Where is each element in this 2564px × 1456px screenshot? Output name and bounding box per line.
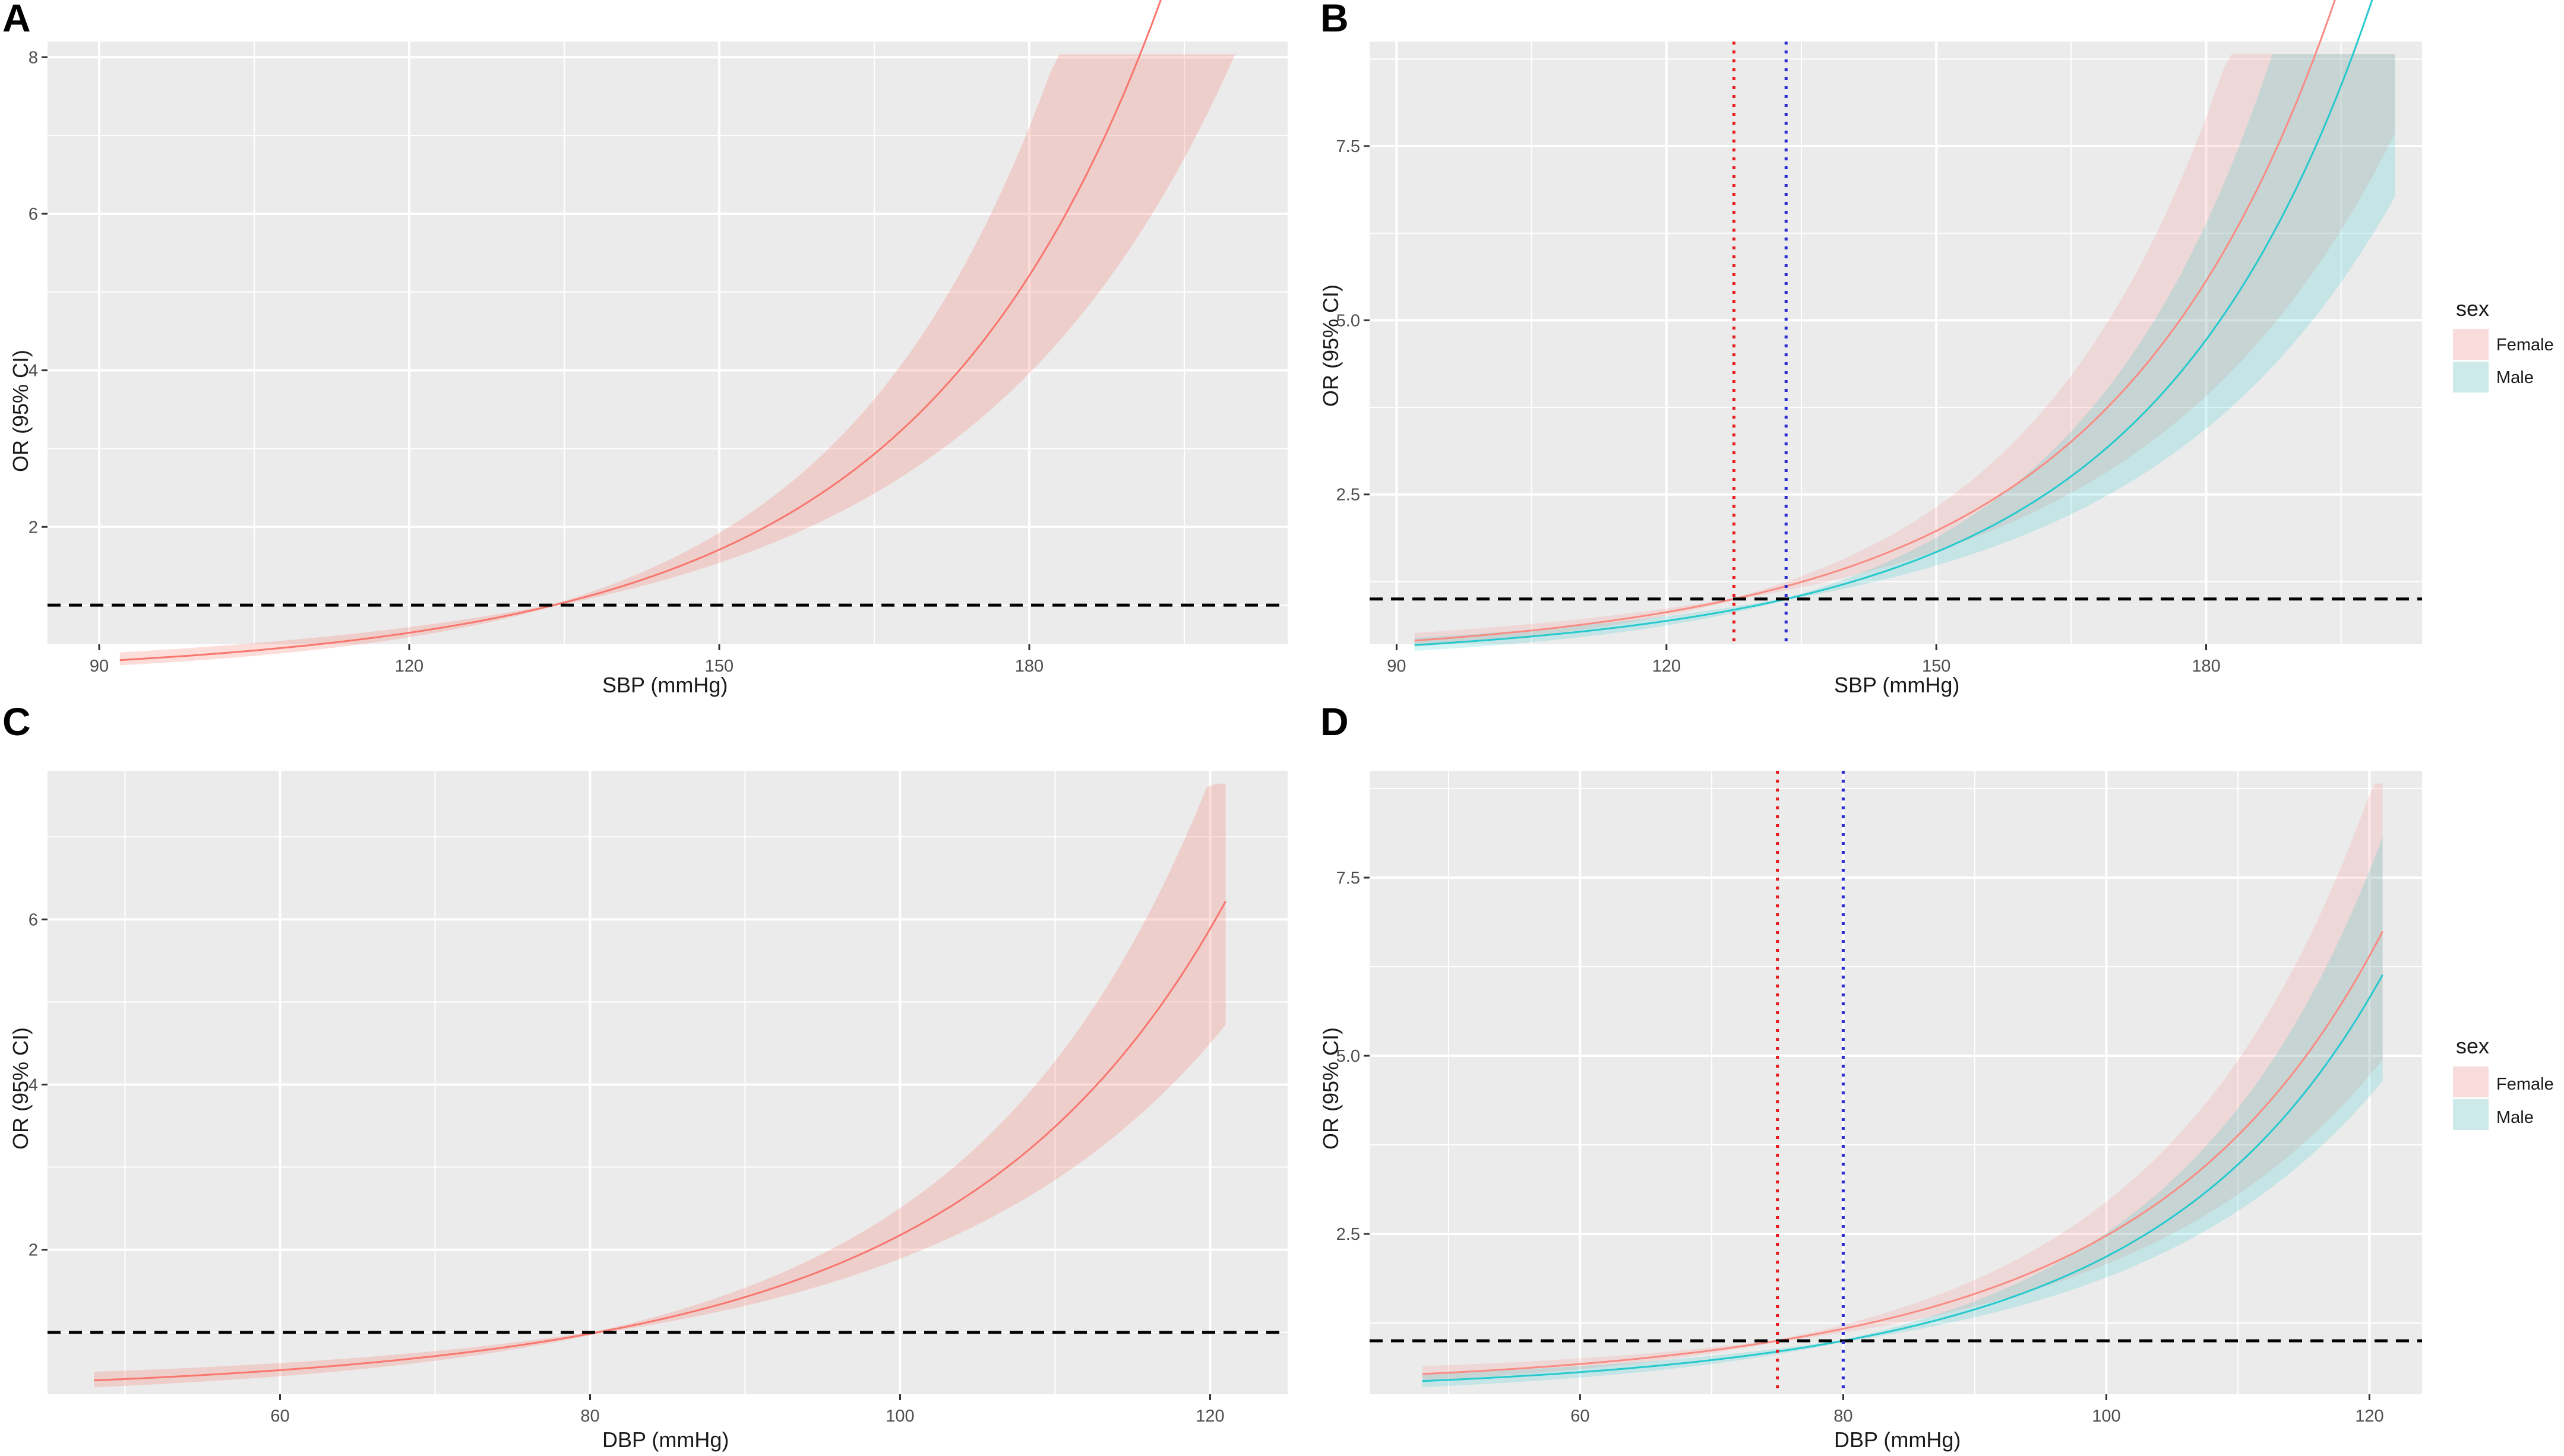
y-tick-label-c: 2 <box>29 1241 38 1260</box>
x-axis-title-b: SBP (mmHg) <box>1834 673 1960 697</box>
or-curve-female-b <box>1414 0 2336 642</box>
panel-label-b: B <box>1320 0 1349 40</box>
x-tick-label-a: 90 <box>90 657 109 676</box>
y-tick-label-b: 7.5 <box>1336 137 1360 156</box>
legend-title-b: sex <box>2456 296 2490 321</box>
or-curve-male-d <box>1422 974 2383 1382</box>
x-tick-label-c: 100 <box>886 1407 914 1426</box>
y-tick-label-a: 8 <box>29 48 38 67</box>
y-tick-label-c: 4 <box>29 1075 38 1094</box>
legend-label-female-d: Female <box>2496 1075 2554 1094</box>
x-axis-title-a: SBP (mmHg) <box>602 673 728 697</box>
legend-label-male-d: Male <box>2496 1108 2534 1127</box>
legend-key-male-d <box>2453 1099 2489 1130</box>
y-tick-label-a: 4 <box>29 362 38 381</box>
legend-label-female-b: Female <box>2496 335 2554 354</box>
x-tick-label-c: 120 <box>1196 1407 1224 1426</box>
x-tick-label-d: 100 <box>2092 1407 2120 1426</box>
x-tick-label-b: 90 <box>1387 657 1406 676</box>
y-tick-label-a: 6 <box>29 205 38 224</box>
x-tick-label-c: 60 <box>270 1407 289 1426</box>
ci-ribbon-male-d <box>1422 837 2383 1388</box>
or-curve-female-d <box>1422 930 2383 1375</box>
panel-background-d <box>1370 771 2422 1394</box>
chart-panel-b: 90 120 150 180 2.5 5.0 7.5 <box>1336 0 2422 676</box>
legend-key-female-d <box>2453 1066 2489 1097</box>
legend-title-d: sex <box>2456 1034 2490 1058</box>
legend-key-female-b <box>2453 329 2489 360</box>
panel-label-a: A <box>2 0 31 40</box>
or-curve-overall-a <box>119 0 1162 661</box>
panel-label-c: C <box>2 699 31 743</box>
ci-ribbon-male-b <box>1414 54 2395 651</box>
x-axis-title-d: DBP (mmHg) <box>1834 1427 1961 1452</box>
x-tick-label-b: 120 <box>1652 657 1681 676</box>
y-tick-label-d: 5.0 <box>1336 1047 1360 1066</box>
x-tick-label-a: 180 <box>1015 657 1044 676</box>
x-tick-label-d: 80 <box>1833 1407 1852 1426</box>
x-tick-label-a: 120 <box>395 657 423 676</box>
y-tick-label-d: 7.5 <box>1336 869 1360 888</box>
panel-background-c <box>48 771 1288 1394</box>
legend-key-male-b <box>2453 362 2489 393</box>
x-tick-label-c: 80 <box>580 1407 599 1426</box>
or-curve-male-b <box>1414 0 2373 646</box>
x-tick-label-a: 150 <box>705 657 734 676</box>
y-tick-label-a: 2 <box>29 518 38 537</box>
x-tick-label-b: 180 <box>2192 657 2220 676</box>
x-tick-label-d: 60 <box>1570 1407 1589 1426</box>
panel-background-b <box>1370 42 2422 644</box>
x-tick-label-b: 150 <box>1922 657 1950 676</box>
ci-ribbon-overall-a <box>119 52 1236 666</box>
ci-ribbon-overall-c <box>94 783 1226 1388</box>
y-tick-label-b: 2.5 <box>1336 486 1360 505</box>
chart-panel-c: 60 80 100 120 2 4 6 <box>29 771 1288 1426</box>
legend-label-male-b: Male <box>2496 368 2534 387</box>
y-tick-label-d: 2.5 <box>1336 1225 1360 1244</box>
y-tick-label-c: 6 <box>29 910 38 929</box>
or-curve-overall-c <box>94 901 1226 1382</box>
y-tick-label-b: 5.0 <box>1336 311 1360 330</box>
x-axis-title-c: DBP (mmHg) <box>602 1427 729 1452</box>
ci-ribbon-female-d <box>1422 783 2383 1381</box>
panel-label-d: D <box>1320 699 1349 743</box>
x-tick-label-d: 120 <box>2355 1407 2383 1426</box>
chart-panel-a: 90 120 150 180 2 4 6 8 <box>29 0 1288 676</box>
